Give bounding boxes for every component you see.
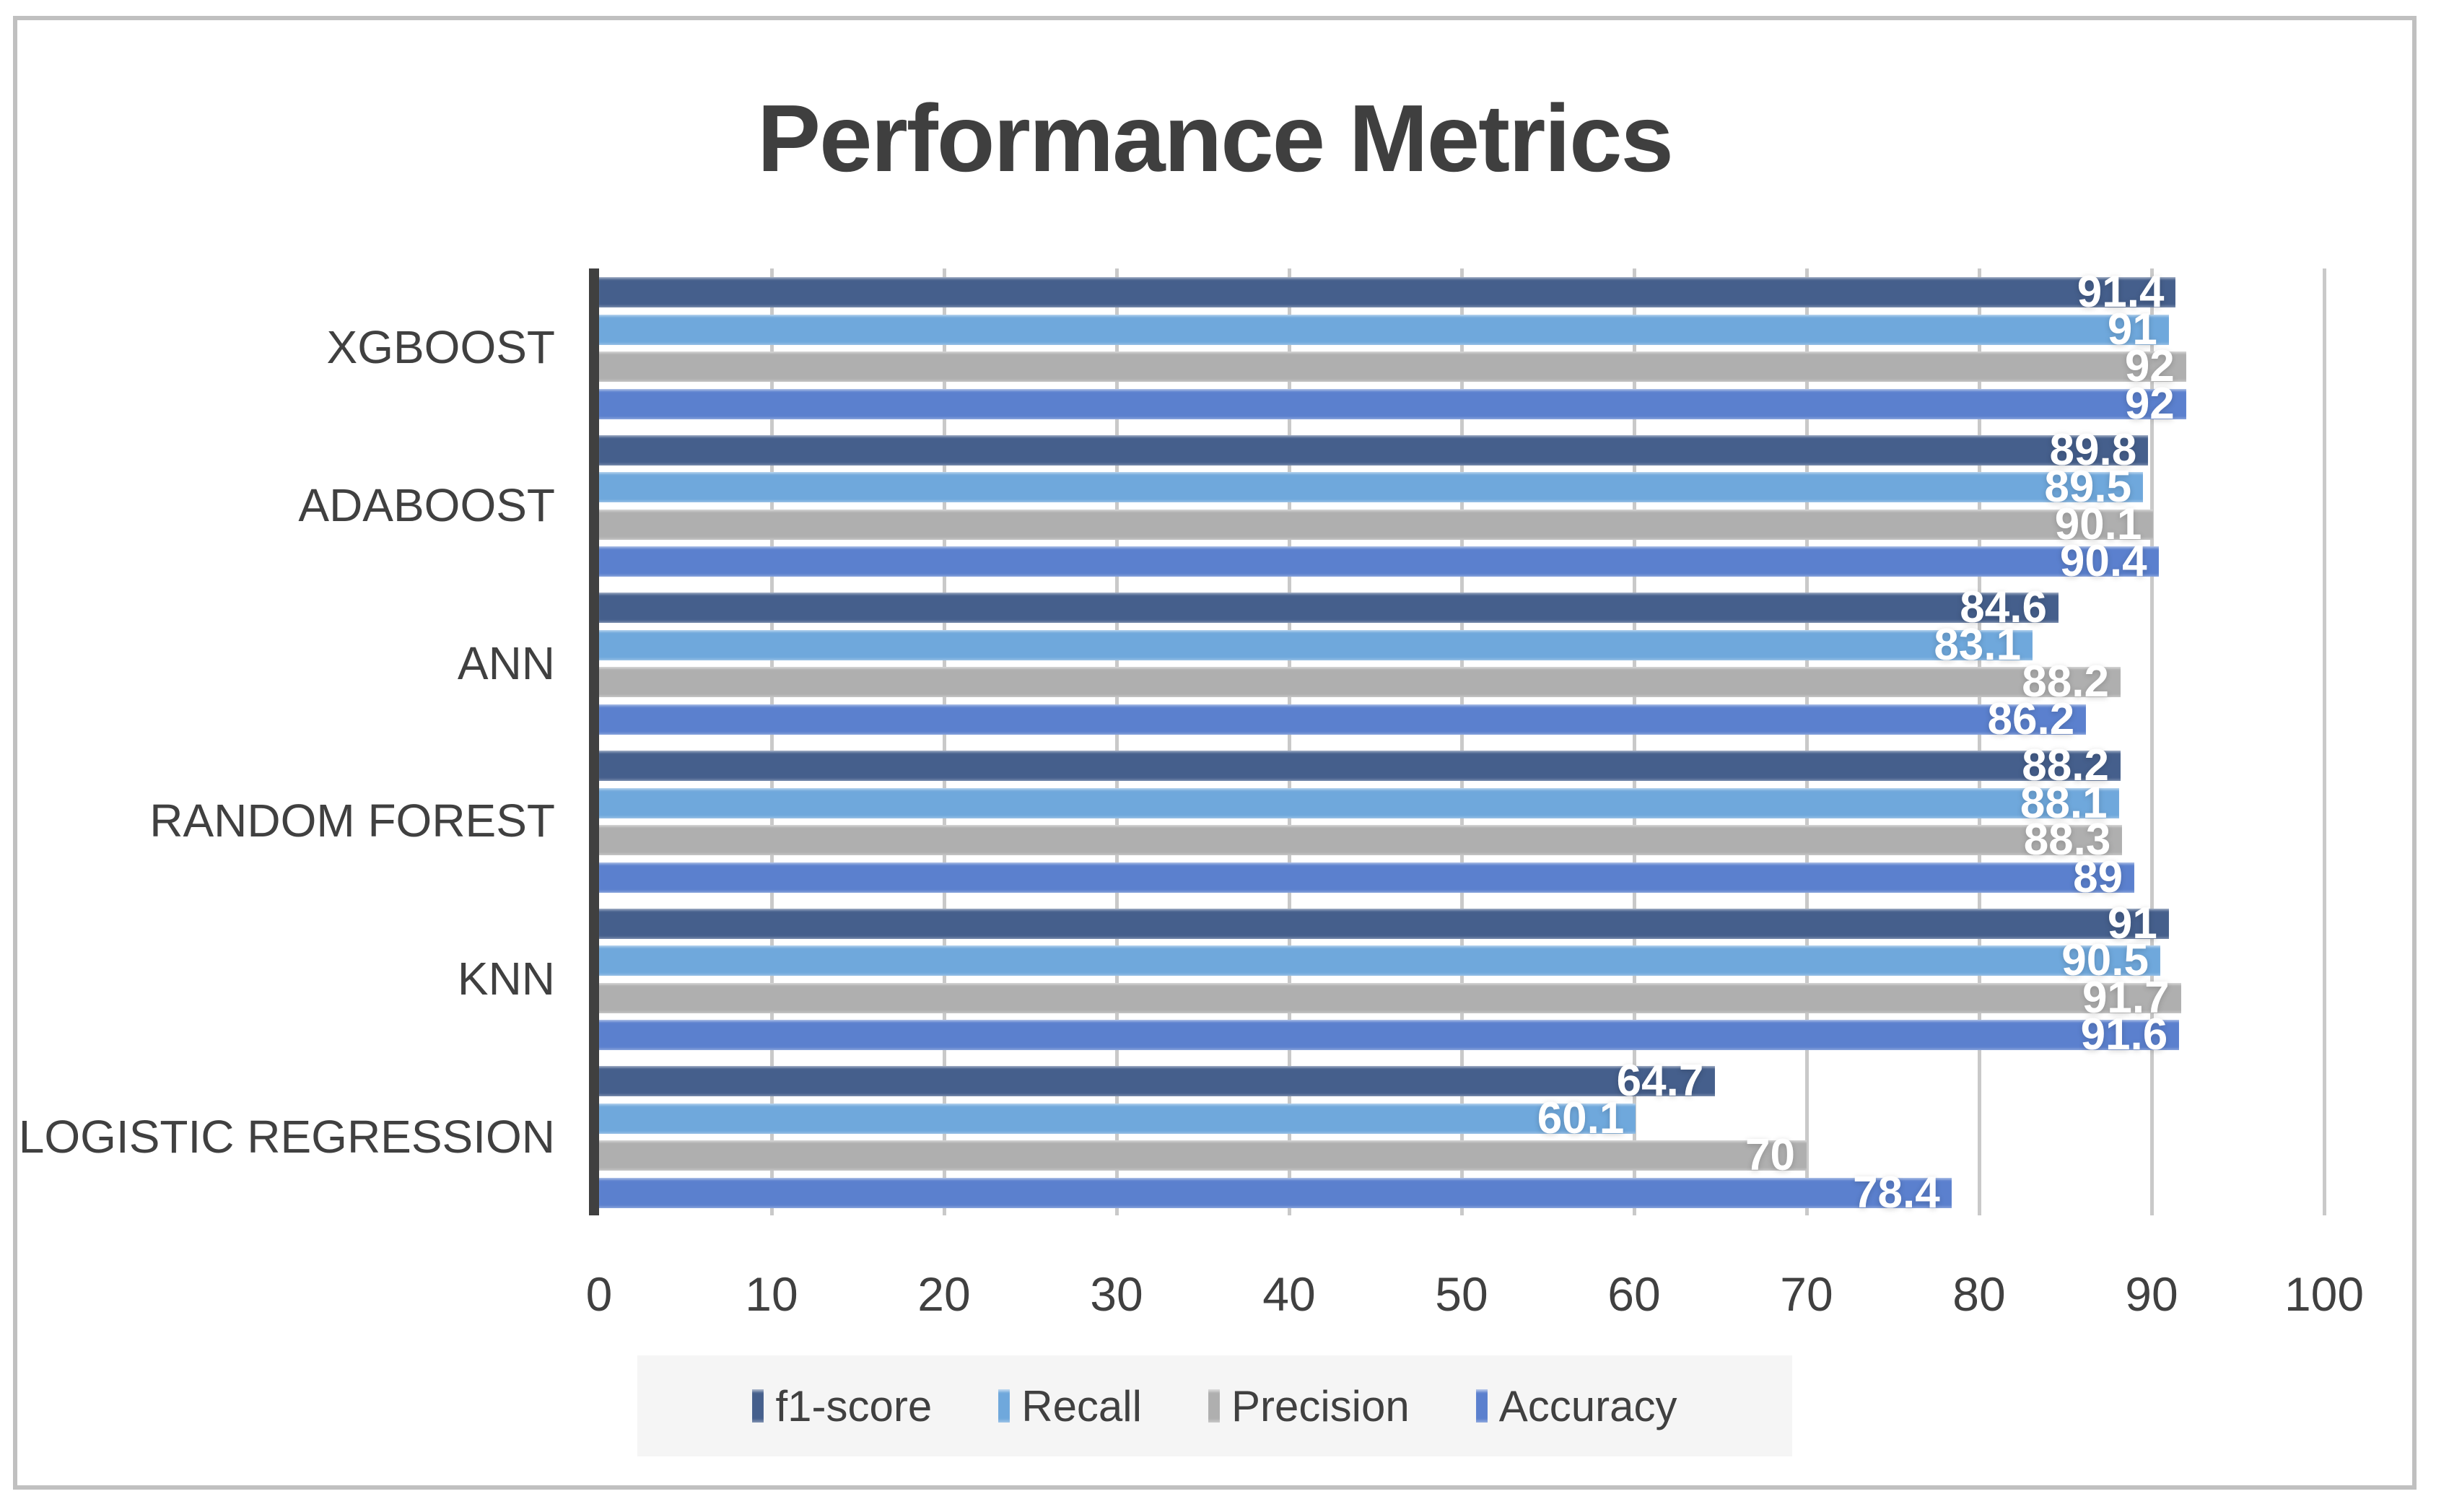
bar-value-label: 91.7 (2082, 972, 2170, 1023)
x-tick-label-30: 30 (1090, 1267, 1143, 1321)
legend-label: Accuracy (1498, 1381, 1677, 1430)
gridline-60 (1632, 268, 1636, 1215)
legend-label: f1-score (775, 1381, 933, 1430)
category-label-adaboost: ADABOOST (298, 478, 555, 531)
bar-value-label: 91 (2107, 898, 2157, 948)
bar-Recall-logistic-regression: 60.1 (599, 1096, 1636, 1140)
bar-Accuracy-xgboost: 92 (599, 381, 2186, 426)
bar-value-label: 83.1 (1934, 619, 2022, 670)
x-tick-label-40: 40 (1262, 1267, 1316, 1321)
chart-title: Performance Metrics (757, 85, 1674, 191)
category-label-ann: ANN (457, 637, 555, 689)
legend: f1-score Recall Precision Accuracy (637, 1355, 1792, 1456)
bar-value-label: 64.7 (1616, 1056, 1704, 1106)
bar-Accuracy-logistic-regression: 78.4 (599, 1170, 1952, 1215)
bar-value-label: 89.8 (2049, 424, 2137, 475)
bar-value-label: 70 (1745, 1130, 1795, 1181)
bar-f1-score-random-forest: 88.2 (599, 743, 2121, 788)
legend-item-Precision: Precision (1208, 1381, 1410, 1431)
bar-value-label: 90.4 (2059, 536, 2147, 587)
bar-value-label: 88.2 (2022, 740, 2109, 790)
category-label-xgboost: XGBOOST (326, 321, 556, 374)
x-tick-label-20: 20 (917, 1267, 971, 1321)
bar-Precision-random-forest: 88.3 (599, 818, 2123, 862)
legend-item-Accuracy: Accuracy (1475, 1381, 1677, 1431)
plot-area: 91.4 91 92 92 89.8 89.5 90.1 90.4 84.6 83.1 88.2 86… (17, 20, 2412, 1485)
bar-value-label: 91 (2107, 304, 2157, 354)
bar-f1-score-xgboost: 91.4 (599, 270, 2176, 315)
bar-Recall-adaboost: 89.5 (599, 465, 2144, 510)
gridline-20 (942, 268, 946, 1215)
category-label-random-forest: RANDOM FOREST (149, 795, 555, 847)
bar-f1-score-knn: 91 (599, 901, 2169, 945)
bar-value-label: 90.5 (2061, 935, 2149, 986)
bar-f1-score-logistic-regression: 64.7 (599, 1059, 1716, 1104)
bar-Recall-random-forest: 88.1 (599, 780, 2119, 825)
bar-Accuracy-adaboost: 90.4 (599, 539, 2159, 584)
bar-value-label: 91.6 (2080, 1010, 2168, 1060)
legend-label: Recall (1021, 1381, 1142, 1430)
gridline-80 (1977, 268, 1981, 1215)
bar-Precision-ann: 88.2 (599, 660, 2121, 704)
bar-value-label: 88.3 (2023, 815, 2111, 865)
category-axis-line (589, 268, 599, 1215)
gridline-10 (769, 268, 774, 1215)
bar-value-label: 78.4 (1853, 1167, 1940, 1218)
bar-value-label: 90.1 (2054, 499, 2142, 549)
legend-item-Recall: Recall (998, 1381, 1142, 1431)
legend-swatch-icon (1475, 1389, 1488, 1423)
bar-value-label: 92 (2124, 378, 2175, 429)
bar-Recall-xgboost: 91 (599, 307, 2169, 351)
x-tick-label-90: 90 (2125, 1267, 2178, 1321)
bar-f1-score-ann: 84.6 (599, 585, 2059, 630)
bar-Accuracy-knn: 91.6 (599, 1013, 2180, 1057)
bar-Precision-logistic-regression: 70 (599, 1133, 1807, 1178)
x-tick-label-10: 10 (745, 1267, 798, 1321)
bar-Accuracy-random-forest: 89 (599, 855, 2135, 899)
x-tick-label-50: 50 (1435, 1267, 1488, 1321)
gridline-100 (2322, 268, 2326, 1215)
gridline-70 (1804, 268, 1809, 1215)
x-tick-label-80: 80 (1952, 1267, 2006, 1321)
bar-value-label: 91.4 (2077, 267, 2165, 317)
bar-f1-score-adaboost: 89.8 (599, 427, 2149, 472)
chart-frame: Performance Metrics 91.4 91 92 92 89.8 89.5 90… (13, 16, 2417, 1490)
legend-swatch-icon (752, 1389, 764, 1423)
bar-Precision-xgboost: 92 (599, 344, 2186, 389)
x-tick-label-100: 100 (2284, 1267, 2365, 1321)
legend-item-f1-score: f1-score (752, 1381, 932, 1431)
bar-value-label: 88.1 (2020, 777, 2108, 828)
bar-value-label: 86.2 (1987, 694, 2075, 744)
bar-Accuracy-ann: 86.2 (599, 696, 2087, 741)
legend-swatch-icon (1208, 1389, 1220, 1423)
bar-value-label: 84.6 (1960, 582, 2047, 633)
legend-swatch-icon (998, 1389, 1010, 1423)
bar-Recall-knn: 90.5 (599, 938, 2160, 983)
bar-value-label: 60.1 (1537, 1093, 1625, 1143)
bar-Precision-knn: 91.7 (599, 975, 2181, 1020)
gridline-40 (1287, 268, 1291, 1215)
bar-Recall-ann: 83.1 (599, 622, 2033, 667)
bar-value-label: 88.2 (2022, 657, 2109, 707)
x-tick-label-60: 60 (1607, 1267, 1661, 1321)
category-label-logistic-regression: LOGISTIC REGRESSION (18, 1110, 555, 1163)
gridline-90 (2149, 268, 2154, 1215)
bar-Precision-adaboost: 90.1 (599, 502, 2154, 546)
x-tick-label-70: 70 (1780, 1267, 1833, 1321)
gridline-50 (1459, 268, 1464, 1215)
bar-value-label: 89.5 (2044, 462, 2132, 512)
category-label-knn: KNN (457, 952, 555, 1005)
gridline-30 (1114, 268, 1119, 1215)
bar-value-label: 92 (2124, 341, 2175, 391)
x-tick-label-0: 0 (585, 1267, 613, 1321)
legend-label: Precision (1231, 1381, 1410, 1430)
bar-value-label: 89 (2073, 852, 2123, 902)
